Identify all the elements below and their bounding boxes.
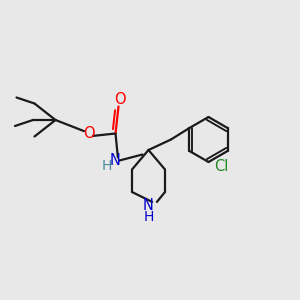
Text: H: H xyxy=(143,210,154,224)
Text: Cl: Cl xyxy=(214,159,228,174)
Text: O: O xyxy=(83,126,94,141)
Text: O: O xyxy=(114,92,126,106)
Text: N: N xyxy=(143,198,154,213)
Text: N: N xyxy=(110,153,121,168)
Text: H: H xyxy=(102,160,112,173)
